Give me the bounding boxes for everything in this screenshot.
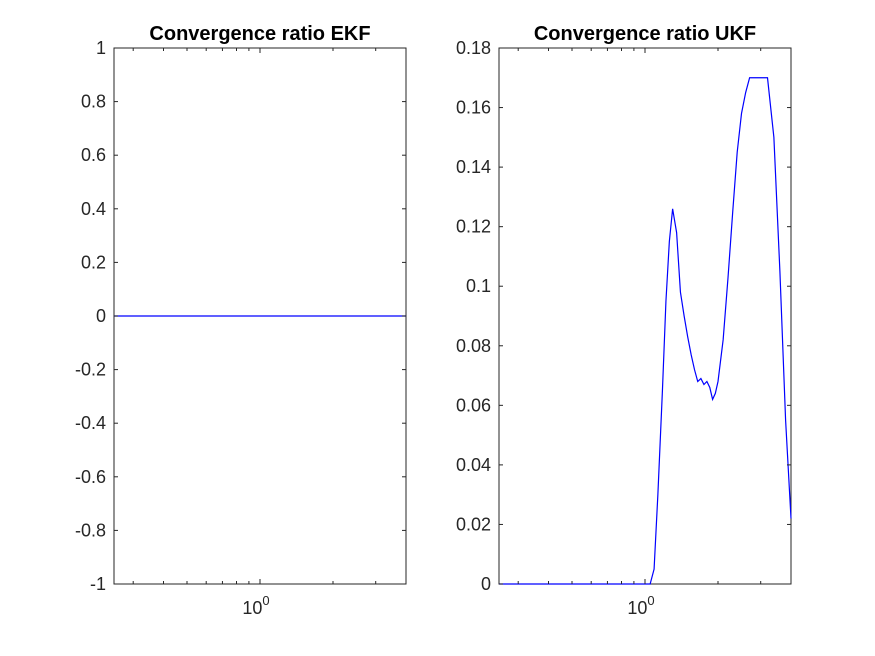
ytick-label: -0.4 (75, 413, 106, 433)
ytick-label: 0.16 (456, 98, 491, 118)
ytick-label: 0.08 (456, 336, 491, 356)
ytick-label: 0.04 (456, 455, 491, 475)
ytick-label: 0.12 (456, 217, 491, 237)
ytick-label: 0.18 (456, 38, 491, 58)
ytick-label: 0 (96, 306, 106, 326)
xtick-label-base: 10 (627, 598, 647, 618)
chart-title-ekf: Convergence ratio EKF (149, 23, 370, 45)
ytick-label: 0.2 (81, 252, 106, 272)
ytick-label: 0.14 (456, 157, 491, 177)
ytick-label: 0.1 (466, 276, 491, 296)
ytick-label: 1 (96, 38, 106, 58)
axes-ukf: 00.020.040.060.080.10.120.140.160.18100 … (456, 23, 792, 618)
axes-ukf-box (498, 47, 792, 585)
axes-ukf-plot (499, 77, 792, 585)
ytick-label: 0.6 (81, 145, 106, 165)
ytick-label: -0.8 (75, 520, 106, 540)
xtick-label-exponent: 0 (262, 593, 269, 608)
ytick-label: 0.02 (456, 514, 491, 534)
ytick-label: 0 (481, 574, 491, 594)
series-line-ukf (499, 77, 792, 585)
ytick-label: -0.6 (75, 467, 106, 487)
ytick-label: 0.06 (456, 395, 491, 415)
ytick-label: -0.2 (75, 360, 106, 380)
ytick-label: 0.8 (81, 92, 106, 112)
xtick-label: 100 (627, 593, 654, 618)
ytick-label: -1 (90, 574, 106, 594)
xtick-label: 100 (242, 593, 269, 618)
chart-title-ukf: Convergence ratio UKF (534, 23, 756, 45)
xtick-label-exponent: 0 (647, 593, 654, 608)
xtick-label-base: 10 (242, 598, 262, 618)
ytick-label: 0.4 (81, 199, 106, 219)
